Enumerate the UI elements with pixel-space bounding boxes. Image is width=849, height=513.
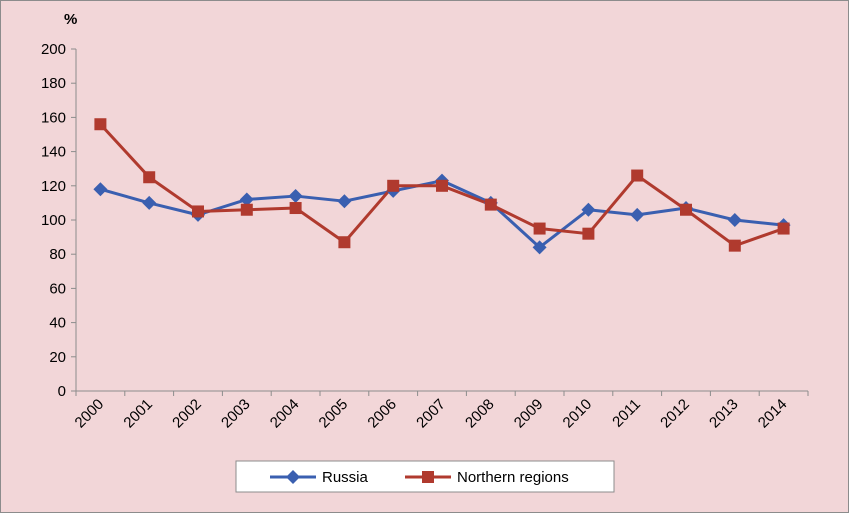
x-tick-label: 2012 bbox=[657, 396, 693, 432]
data-point-1 bbox=[143, 171, 156, 184]
x-tick-label: 2005 bbox=[316, 396, 352, 432]
y-unit-label: % bbox=[64, 11, 77, 28]
x-tick-label: 2002 bbox=[169, 396, 205, 432]
x-tick-label: 2000 bbox=[72, 396, 108, 432]
x-tick-label: 2001 bbox=[120, 396, 156, 432]
y-tick-label: 40 bbox=[49, 315, 66, 332]
x-tick-label: 2008 bbox=[462, 396, 498, 432]
legend-marker-0 bbox=[286, 470, 300, 484]
y-tick-label: 180 bbox=[41, 75, 66, 92]
data-point-0 bbox=[630, 207, 645, 222]
data-point-1 bbox=[484, 198, 497, 211]
x-tick-label: 2007 bbox=[413, 396, 449, 432]
x-tick-label: 2010 bbox=[560, 396, 596, 432]
legend: Russia Northern regions bbox=[235, 460, 615, 493]
legend-marker-1 bbox=[422, 471, 434, 483]
data-point-0 bbox=[288, 189, 303, 204]
data-point-1 bbox=[94, 118, 107, 131]
data-point-0 bbox=[532, 240, 547, 255]
data-point-1 bbox=[582, 227, 595, 240]
data-point-0 bbox=[727, 213, 742, 227]
data-point-0 bbox=[581, 202, 596, 217]
y-tick-label: 200 bbox=[41, 41, 66, 58]
data-point-1 bbox=[680, 203, 692, 216]
data-point-1 bbox=[289, 202, 302, 215]
data-point-1 bbox=[777, 222, 790, 235]
axes: % bbox=[64, 11, 808, 392]
x-tick-label: 2003 bbox=[218, 396, 254, 432]
x-tick-label: 2006 bbox=[364, 396, 400, 432]
data-point-1 bbox=[533, 222, 546, 235]
x-tick-label: 2009 bbox=[511, 396, 547, 432]
y-tick-label: 0 bbox=[58, 383, 66, 400]
data-point-0 bbox=[239, 192, 254, 207]
y-tick-label: 60 bbox=[49, 280, 66, 297]
y-tick-label: 140 bbox=[41, 144, 66, 161]
data-point-1 bbox=[436, 179, 448, 192]
x-tick-label: 2014 bbox=[755, 396, 791, 432]
series-markers bbox=[93, 118, 791, 255]
y-ticks: 0 20 40 60 80 100 120 140 160 180 200 bbox=[41, 41, 76, 400]
x-tick-label: 2013 bbox=[706, 396, 742, 432]
y-tick-label: 80 bbox=[49, 246, 66, 263]
y-tick-label: 20 bbox=[49, 349, 66, 366]
legend-label-0: Russia bbox=[322, 469, 369, 486]
x-tick-label: 2011 bbox=[609, 396, 644, 431]
y-tick-label: 120 bbox=[41, 178, 66, 195]
y-tick-label: 160 bbox=[41, 109, 66, 126]
data-point-1 bbox=[631, 169, 644, 182]
legend-items: Russia Northern regions bbox=[270, 469, 569, 486]
data-point-0 bbox=[337, 194, 352, 209]
data-point-1 bbox=[192, 205, 204, 218]
x-tick-label: 2004 bbox=[267, 396, 303, 432]
data-point-1 bbox=[338, 236, 351, 249]
y-tick-label: 100 bbox=[41, 212, 66, 229]
data-point-1 bbox=[387, 179, 400, 192]
x-ticks: 2000 2001 2002 2003 2004 2005 2006 2007 2008 2009… bbox=[72, 391, 809, 432]
data-point-1 bbox=[728, 239, 741, 252]
legend-label-1: Northern regions bbox=[457, 469, 569, 486]
data-point-0 bbox=[93, 182, 108, 197]
data-point-1 bbox=[240, 203, 253, 216]
data-point-0 bbox=[142, 195, 157, 210]
